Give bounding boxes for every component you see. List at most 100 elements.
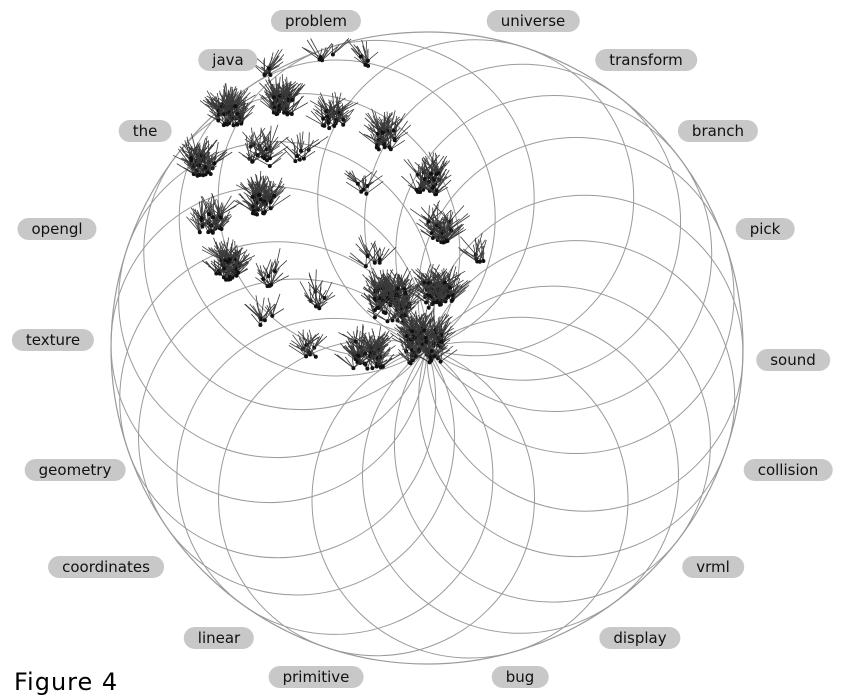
document-node bbox=[357, 354, 361, 358]
document-cluster-18 bbox=[255, 248, 288, 288]
keyword-label-bug[interactable]: bug bbox=[492, 666, 549, 688]
document-node bbox=[411, 358, 415, 362]
document-node bbox=[363, 362, 367, 366]
document-node bbox=[257, 193, 261, 197]
document-node bbox=[269, 206, 273, 210]
document-node bbox=[261, 277, 265, 281]
document-node bbox=[322, 124, 326, 128]
document-node bbox=[396, 286, 400, 290]
glyph-stroke bbox=[408, 159, 418, 175]
document-node bbox=[235, 123, 239, 127]
document-node bbox=[236, 271, 240, 275]
document-cluster-19 bbox=[300, 269, 335, 310]
document-node bbox=[267, 274, 271, 278]
document-node bbox=[223, 122, 227, 126]
keyword-label-branch[interactable]: branch bbox=[678, 120, 758, 142]
glyph-stroke bbox=[404, 159, 418, 174]
document-node bbox=[251, 195, 255, 199]
document-node bbox=[327, 126, 331, 130]
figure-caption: Figure 4 bbox=[14, 668, 118, 696]
keyword-ring-bug bbox=[312, 342, 628, 658]
keyword-label-geometry[interactable]: geometry bbox=[25, 459, 126, 481]
document-node bbox=[218, 272, 222, 276]
keyword-label-sound[interactable]: sound bbox=[756, 349, 830, 371]
document-node bbox=[270, 314, 274, 318]
document-node bbox=[332, 124, 336, 128]
keyword-ring-primitive bbox=[219, 340, 535, 656]
document-node bbox=[431, 236, 435, 240]
document-node bbox=[263, 318, 267, 322]
document-node bbox=[364, 192, 368, 196]
document-node bbox=[361, 188, 365, 192]
document-node bbox=[435, 188, 439, 192]
document-node bbox=[447, 294, 451, 298]
document-node bbox=[228, 275, 232, 279]
document-node bbox=[290, 98, 294, 102]
glyph-stroke bbox=[286, 138, 301, 151]
document-node bbox=[272, 95, 276, 99]
document-node bbox=[392, 129, 396, 133]
document-node bbox=[429, 359, 433, 363]
document-node bbox=[302, 157, 306, 161]
document-node bbox=[259, 198, 263, 202]
document-node bbox=[359, 55, 363, 59]
document-node bbox=[363, 63, 367, 67]
document-cluster-11 bbox=[234, 171, 290, 217]
document-node bbox=[386, 319, 390, 323]
document-node bbox=[232, 123, 236, 127]
keyword-label-collision[interactable]: collision bbox=[744, 459, 833, 481]
keyword-ring-linear bbox=[177, 318, 493, 634]
document-cluster-10 bbox=[280, 131, 329, 163]
document-cluster-6 bbox=[306, 92, 358, 130]
keyword-label-transform[interactable]: transform bbox=[595, 49, 697, 71]
document-node bbox=[286, 111, 290, 115]
document-node bbox=[441, 241, 445, 245]
document-node bbox=[322, 296, 326, 300]
document-node bbox=[320, 58, 324, 62]
document-node bbox=[451, 298, 455, 302]
document-node bbox=[434, 192, 438, 196]
keyword-label-primitive[interactable]: primitive bbox=[269, 666, 364, 688]
document-node bbox=[321, 117, 325, 121]
glyph-stroke bbox=[324, 282, 332, 298]
document-node bbox=[331, 53, 335, 57]
glyph-stroke bbox=[391, 140, 405, 149]
document-node bbox=[381, 365, 385, 369]
document-node bbox=[263, 73, 267, 77]
document-node bbox=[201, 173, 205, 177]
glyph-stroke bbox=[333, 38, 349, 54]
keyword-label-universe[interactable]: universe bbox=[487, 10, 580, 32]
document-node bbox=[198, 230, 202, 234]
glyph-stroke bbox=[368, 52, 378, 61]
document-node bbox=[341, 123, 345, 127]
document-node bbox=[410, 329, 414, 333]
keyword-label-texture[interactable]: texture bbox=[12, 329, 94, 351]
document-cluster-12 bbox=[187, 193, 240, 235]
keyword-label-coordinates[interactable]: coordinates bbox=[48, 556, 164, 578]
keyword-label-java[interactable]: java bbox=[198, 49, 257, 71]
keyword-label-linear[interactable]: linear bbox=[184, 627, 254, 649]
document-node bbox=[373, 315, 377, 319]
document-cluster-15 bbox=[410, 201, 470, 245]
keyword-label-vrml[interactable]: vrml bbox=[682, 556, 744, 578]
document-node bbox=[234, 104, 238, 108]
document-node bbox=[431, 185, 435, 189]
keyword-label-the[interactable]: the bbox=[119, 120, 172, 142]
document-node bbox=[189, 156, 193, 160]
keyword-label-problem[interactable]: problem bbox=[271, 10, 361, 32]
document-node bbox=[351, 366, 355, 370]
document-node bbox=[198, 173, 202, 177]
document-node bbox=[222, 266, 226, 270]
document-cluster-3 bbox=[302, 38, 351, 62]
keyword-label-opengl[interactable]: opengl bbox=[17, 218, 96, 240]
keyword-label-pick[interactable]: pick bbox=[736, 218, 795, 240]
document-node bbox=[206, 230, 210, 234]
glyph-stroke bbox=[213, 196, 214, 217]
glyph-stroke bbox=[349, 256, 366, 266]
keyword-label-display[interactable]: display bbox=[599, 627, 680, 649]
document-node bbox=[382, 310, 386, 314]
document-node bbox=[393, 138, 397, 142]
document-node bbox=[219, 216, 223, 220]
document-node bbox=[255, 213, 259, 217]
document-node bbox=[275, 112, 279, 116]
